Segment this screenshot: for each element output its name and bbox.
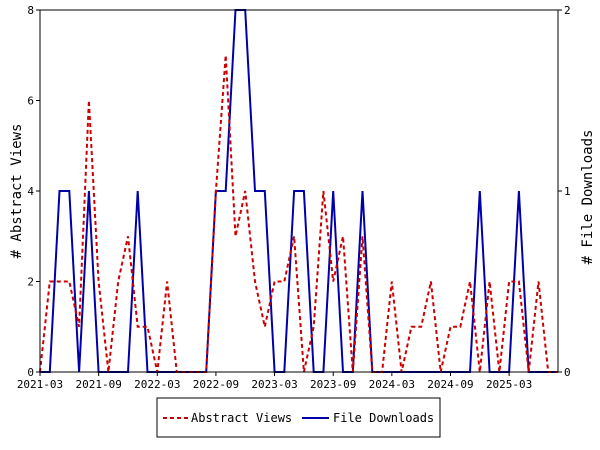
y-axis-right-title: # File Downloads	[580, 130, 596, 265]
x-tick-label: 2025-03	[486, 378, 532, 391]
y-right-tick-label: 2	[564, 4, 571, 17]
legend-box	[156, 397, 441, 438]
legend-label-file-downloads: File Downloads	[333, 411, 434, 425]
y-left-tick-label: 2	[27, 276, 34, 289]
plot-area	[39, 9, 558, 373]
x-tick-label: 2024-09	[427, 378, 473, 391]
y-axis-left-title: # Abstract Views	[9, 124, 25, 259]
x-tick-label: 2024-03	[369, 378, 415, 391]
y-right-tick-label: 1	[564, 185, 571, 198]
x-tick-label: 2022-09	[193, 378, 239, 391]
x-tick-label: 2023-03	[251, 378, 297, 391]
series-line-abstract-views	[39, 55, 558, 373]
x-tick-label: 2021-03	[17, 378, 63, 391]
y-left-tick-label: 6	[27, 95, 34, 108]
axes: 2021-03 2021-09 2022-03 2022-09 2023-03 2023-…	[17, 4, 571, 391]
legend: Abstract Views File Downloads	[156, 397, 441, 438]
y-left-tick-label: 8	[27, 4, 34, 17]
x-tick-label: 2023-09	[310, 378, 356, 391]
legend-label-abstract-views: Abstract Views	[191, 411, 292, 425]
y-right-tick-label: 0	[564, 366, 571, 379]
x-tick-label: 2021-09	[75, 378, 121, 391]
y-left-tick-label: 4	[27, 185, 34, 198]
y-left-tick-label: 0	[27, 366, 34, 379]
x-tick-label: 2022-03	[134, 378, 180, 391]
